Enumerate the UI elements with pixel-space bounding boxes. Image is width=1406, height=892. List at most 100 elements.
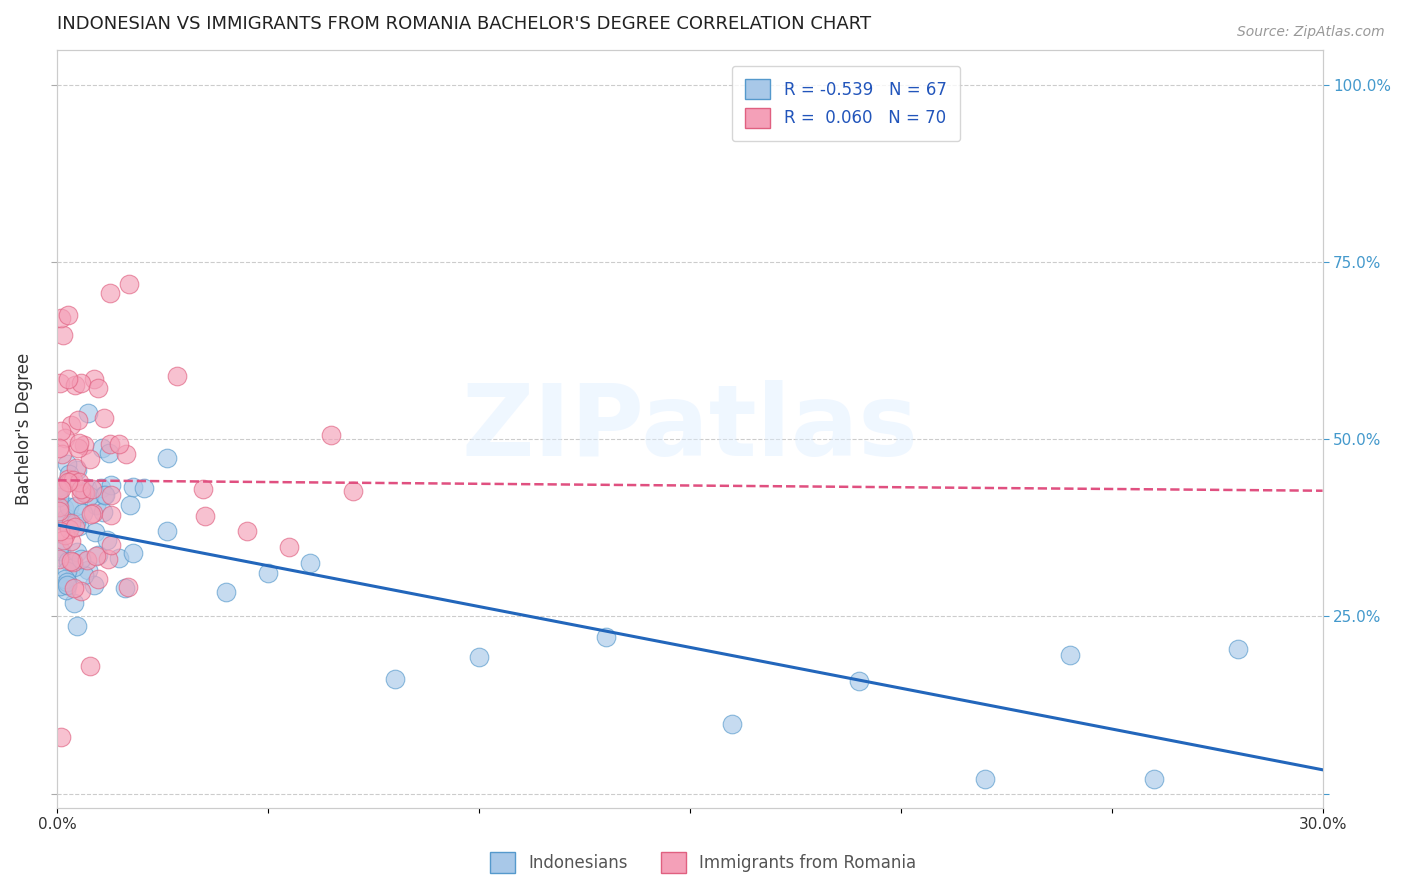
Point — [60, 554, 83, 568]
Point — [76, 481, 98, 495]
Point — [118, 277, 141, 291]
Point — [77, 407, 100, 421]
Point — [96, 533, 118, 547]
Point — [1059, 648, 1081, 662]
Point — [49, 482, 72, 496]
Point — [55, 511, 77, 525]
Point — [1227, 642, 1250, 657]
Point — [73, 484, 96, 499]
Point — [66, 619, 89, 633]
Point — [56, 472, 79, 486]
Point — [384, 672, 406, 686]
Point — [59, 534, 82, 549]
Point — [82, 506, 104, 520]
Point — [53, 501, 76, 516]
Point — [48, 551, 70, 566]
Point — [70, 552, 93, 566]
Point — [194, 508, 217, 523]
Point — [299, 556, 322, 570]
Text: INDONESIAN VS IMMIGRANTS FROM ROMANIA BACHELOR'S DEGREE CORRELATION CHART: INDONESIAN VS IMMIGRANTS FROM ROMANIA BA… — [58, 15, 872, 33]
Point — [59, 516, 82, 530]
Point — [122, 480, 145, 494]
Point — [93, 410, 115, 425]
Point — [52, 533, 75, 548]
Point — [55, 583, 77, 598]
Point — [98, 286, 121, 301]
Point — [79, 452, 101, 467]
Point — [62, 597, 84, 611]
Point — [98, 436, 121, 450]
Point — [66, 545, 89, 559]
Point — [86, 572, 108, 586]
Point — [93, 488, 115, 502]
Point — [58, 500, 80, 515]
Point — [53, 528, 76, 542]
Point — [53, 431, 76, 445]
Point — [67, 442, 90, 456]
Point — [67, 436, 90, 450]
Point — [48, 500, 70, 515]
Point — [80, 482, 103, 496]
Point — [87, 549, 110, 563]
Legend: Indonesians, Immigrants from Romania: Indonesians, Immigrants from Romania — [484, 846, 922, 880]
Point — [63, 582, 86, 596]
Point — [98, 446, 121, 460]
Point — [156, 451, 179, 466]
Point — [49, 524, 72, 539]
Point — [62, 473, 84, 487]
Point — [79, 659, 101, 673]
Text: Source: ZipAtlas.com: Source: ZipAtlas.com — [1237, 25, 1385, 39]
Point — [67, 519, 90, 533]
Point — [48, 490, 70, 504]
Point — [53, 572, 76, 586]
Point — [278, 541, 301, 555]
Point — [76, 553, 98, 567]
Point — [73, 567, 96, 582]
Point — [73, 438, 96, 452]
Point — [73, 485, 96, 500]
Point — [65, 460, 87, 475]
Point — [132, 482, 155, 496]
Point — [215, 585, 238, 599]
Point — [117, 580, 139, 594]
Point — [56, 575, 79, 590]
Point — [94, 488, 117, 502]
Point — [257, 566, 280, 580]
Point — [595, 630, 617, 644]
Point — [77, 563, 100, 577]
Point — [49, 544, 72, 558]
Point — [721, 717, 744, 731]
Legend: R = -0.539   N = 67, R =  0.060   N = 70: R = -0.539 N = 67, R = 0.060 N = 70 — [733, 66, 960, 142]
Point — [48, 541, 70, 555]
Point — [342, 483, 364, 498]
Point — [56, 578, 79, 592]
Point — [58, 475, 80, 489]
Point — [84, 498, 107, 512]
Point — [58, 553, 80, 567]
Point — [191, 483, 214, 497]
Point — [58, 467, 80, 481]
Point — [100, 488, 122, 502]
Point — [67, 475, 90, 489]
Point — [156, 524, 179, 538]
Point — [63, 378, 86, 392]
Point — [83, 524, 105, 539]
Point — [321, 427, 343, 442]
Point — [56, 372, 79, 386]
Point — [48, 483, 70, 498]
Point — [55, 564, 77, 578]
Point — [70, 487, 93, 501]
Point — [70, 584, 93, 599]
Point — [59, 418, 82, 433]
Point — [65, 499, 87, 513]
Point — [236, 524, 259, 538]
Point — [65, 520, 87, 534]
Point — [56, 309, 79, 323]
Point — [83, 578, 105, 592]
Point — [115, 447, 138, 461]
Point — [62, 560, 84, 574]
Point — [51, 447, 73, 461]
Point — [72, 506, 94, 520]
Point — [91, 505, 114, 519]
Point — [48, 580, 70, 594]
